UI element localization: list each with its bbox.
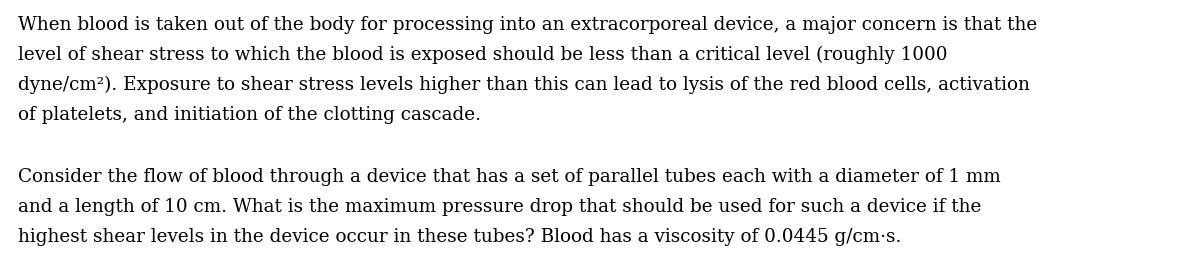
Text: and a length of 10 cm. What is the maximum pressure drop that should be used for: and a length of 10 cm. What is the maxim… (18, 198, 982, 216)
Text: level of shear stress to which the blood is exposed should be less than a critic: level of shear stress to which the blood… (18, 46, 948, 64)
Text: highest shear levels in the device occur in these tubes? Blood has a viscosity o: highest shear levels in the device occur… (18, 228, 901, 246)
Text: Consider the flow of blood through a device that has a set of parallel tubes eac: Consider the flow of blood through a dev… (18, 168, 1001, 186)
Text: dyne/cm²). Exposure to shear stress levels higher than this can lead to lysis of: dyne/cm²). Exposure to shear stress leve… (18, 76, 1030, 94)
Text: When blood is taken out of the body for processing into an extracorporeal device: When blood is taken out of the body for … (18, 16, 1037, 34)
Text: of platelets, and initiation of the clotting cascade.: of platelets, and initiation of the clot… (18, 106, 481, 124)
